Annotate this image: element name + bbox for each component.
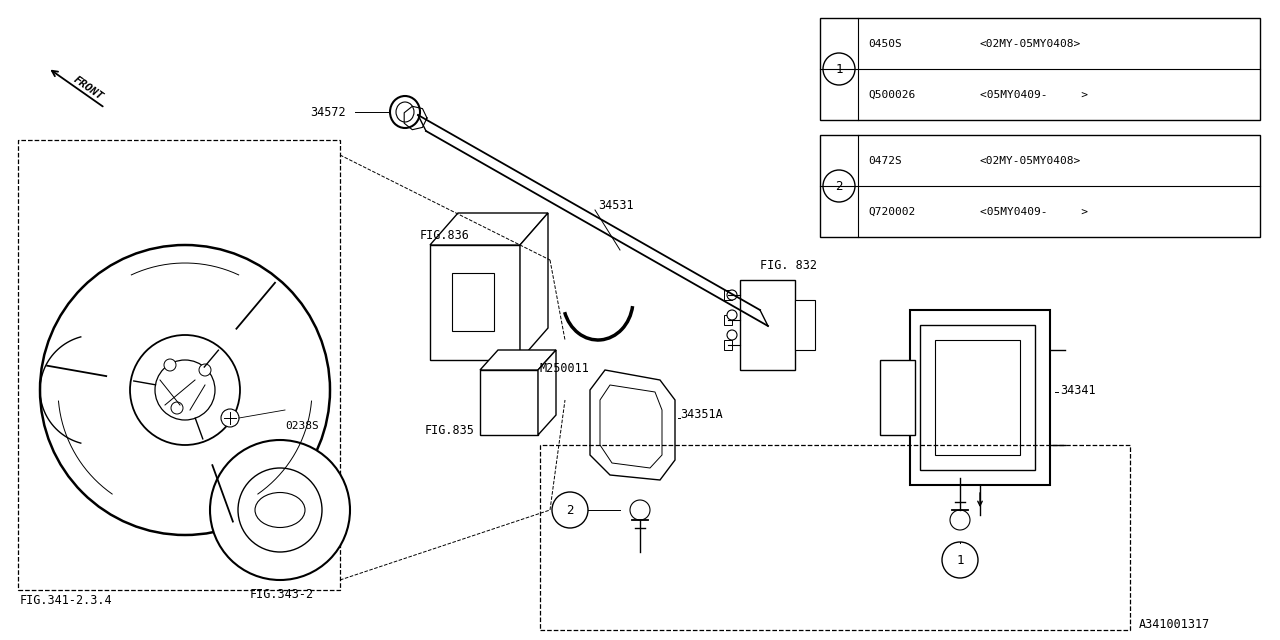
Bar	[452, 273, 494, 331]
Circle shape	[210, 440, 349, 580]
Circle shape	[950, 510, 970, 530]
Text: 1: 1	[956, 554, 964, 566]
Circle shape	[172, 402, 183, 414]
Bar	[18, 140, 340, 590]
Text: 34341: 34341	[1060, 383, 1096, 397]
Bar	[820, 18, 1260, 120]
Bar	[724, 290, 732, 300]
Text: <05MY0409-     >: <05MY0409- >	[980, 207, 1088, 217]
Polygon shape	[430, 213, 548, 245]
Text: A341001317: A341001317	[1139, 618, 1210, 632]
Bar	[934, 340, 1020, 455]
Polygon shape	[600, 385, 662, 468]
Text: 34351A: 34351A	[680, 408, 723, 422]
Bar	[480, 370, 538, 435]
Bar	[430, 245, 520, 360]
Bar	[820, 135, 1260, 237]
Bar	[795, 300, 815, 350]
Text: 0238S: 0238S	[285, 421, 319, 431]
Text: <05MY0409-     >: <05MY0409- >	[980, 90, 1088, 100]
Text: FIG. 832: FIG. 832	[760, 259, 817, 271]
Text: 2: 2	[566, 504, 573, 516]
Polygon shape	[538, 350, 556, 435]
Ellipse shape	[390, 96, 420, 128]
Text: FRONT: FRONT	[72, 74, 105, 102]
Text: Q720002: Q720002	[868, 207, 915, 217]
Bar	[540, 445, 1130, 630]
Circle shape	[727, 290, 737, 300]
Ellipse shape	[255, 493, 305, 527]
Text: 2: 2	[836, 179, 842, 193]
Bar	[740, 280, 795, 370]
Polygon shape	[590, 370, 675, 480]
Circle shape	[40, 245, 330, 535]
Bar	[724, 315, 732, 325]
Text: <02MY-05MY0408>: <02MY-05MY0408>	[980, 156, 1082, 166]
Bar	[920, 325, 1036, 470]
Circle shape	[727, 330, 737, 340]
Circle shape	[238, 468, 323, 552]
Ellipse shape	[396, 102, 413, 122]
Circle shape	[221, 409, 239, 427]
Circle shape	[823, 170, 855, 202]
Circle shape	[727, 310, 737, 320]
Text: FIG.836: FIG.836	[420, 228, 470, 241]
Text: 1: 1	[836, 63, 842, 76]
Polygon shape	[520, 213, 548, 360]
Circle shape	[198, 364, 211, 376]
Text: Q500026: Q500026	[868, 90, 915, 100]
Polygon shape	[480, 350, 556, 370]
Circle shape	[630, 500, 650, 520]
Circle shape	[164, 359, 177, 371]
Text: M250011: M250011	[540, 362, 590, 374]
Text: 0450S: 0450S	[868, 39, 901, 49]
Circle shape	[131, 335, 241, 445]
Bar	[724, 340, 732, 350]
Text: FIG.835: FIG.835	[425, 424, 475, 436]
Circle shape	[823, 53, 855, 85]
Text: <02MY-05MY0408>: <02MY-05MY0408>	[980, 39, 1082, 49]
Circle shape	[552, 492, 588, 528]
Text: FIG.341-2.3.4: FIG.341-2.3.4	[20, 593, 113, 607]
Circle shape	[155, 360, 215, 420]
Bar	[910, 310, 1050, 485]
Text: FIG.343-2: FIG.343-2	[250, 589, 314, 602]
Text: 34572: 34572	[310, 106, 346, 118]
Text: 0472S: 0472S	[868, 156, 901, 166]
Bar	[881, 360, 915, 435]
Text: 34531: 34531	[598, 198, 634, 211]
Circle shape	[942, 542, 978, 578]
